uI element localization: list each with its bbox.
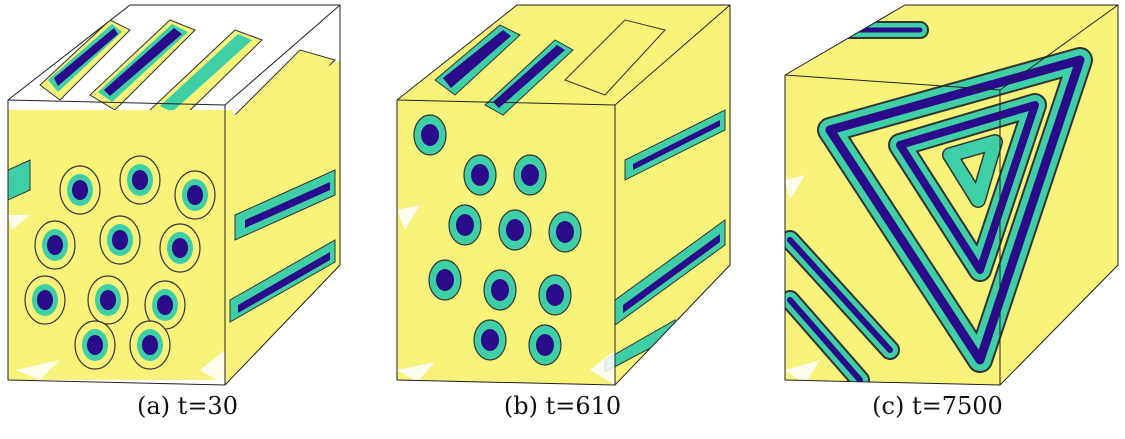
caption-b: (b) t=610	[503, 392, 622, 420]
cube-render-b	[396, 4, 731, 386]
top-cylinders	[434, 19, 666, 116]
caption-c: (c) t=7500	[872, 392, 1003, 420]
box-edges-c	[784, 4, 1119, 386]
caption-a: (a) t=30	[137, 392, 238, 420]
cube-render-c	[784, 4, 1119, 386]
front-cylinders	[8, 60, 340, 385]
cube-render-a	[7, 4, 341, 386]
panel-b: (b) t=610	[375, 0, 750, 439]
panel-c: (c) t=7500	[750, 0, 1125, 439]
isosurface-a	[8, 19, 340, 385]
isosurface-c	[785, 5, 1118, 385]
panel-a: (a) t=30	[0, 0, 375, 439]
isosurface-b	[397, 5, 730, 385]
box-edges-b	[396, 4, 731, 386]
box-edges-a	[7, 4, 341, 386]
